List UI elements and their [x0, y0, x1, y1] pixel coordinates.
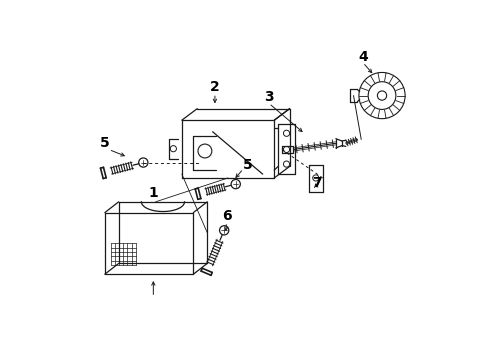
Circle shape — [220, 226, 229, 235]
Text: 4: 4 — [358, 50, 368, 64]
Text: 2: 2 — [210, 80, 220, 94]
Text: 3: 3 — [264, 90, 273, 104]
Circle shape — [231, 180, 240, 189]
Text: 6: 6 — [221, 210, 231, 224]
Text: 5: 5 — [243, 158, 252, 172]
Text: 1: 1 — [148, 186, 158, 201]
Text: 5: 5 — [100, 136, 110, 150]
Text: 7: 7 — [312, 176, 321, 190]
Circle shape — [139, 158, 148, 167]
